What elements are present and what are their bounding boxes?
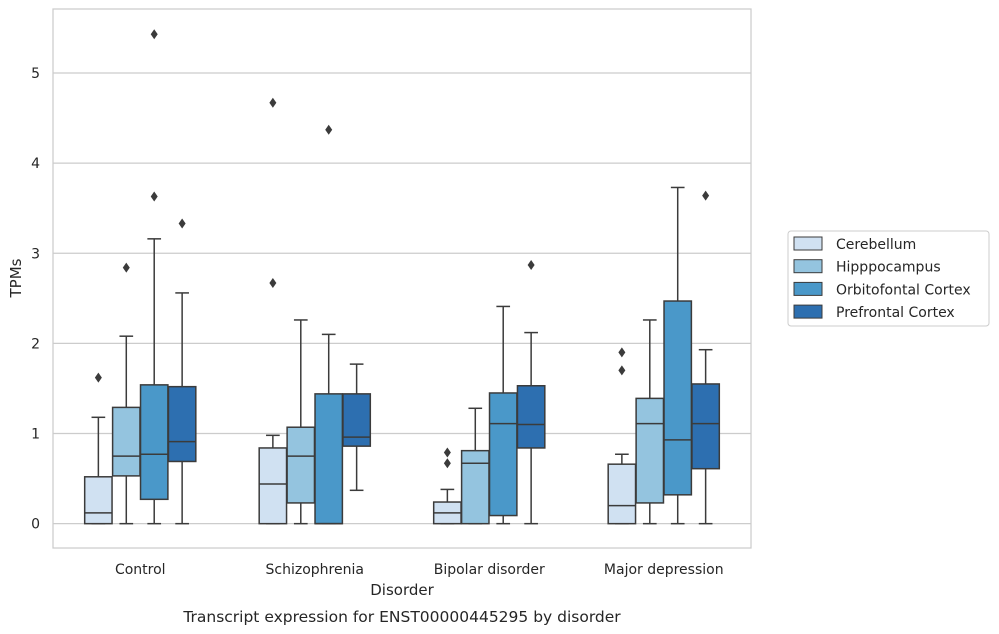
box-4-3 xyxy=(663,186,693,525)
outlier-point-1 xyxy=(269,278,277,289)
box-iqr xyxy=(342,393,372,447)
legend-swatch xyxy=(793,304,823,319)
y-tick-label-0: 0 xyxy=(31,517,40,533)
outlier-point-1 xyxy=(325,124,333,135)
outlier-point-2 xyxy=(618,347,626,358)
box-iqr xyxy=(488,392,518,517)
box-iqr xyxy=(139,384,169,501)
outlier-point-1 xyxy=(122,262,130,273)
box-iqr xyxy=(691,383,721,470)
y-tick-label-1: 1 xyxy=(31,427,40,443)
legend-swatch xyxy=(793,281,823,296)
x-tick-label-4: Major depression xyxy=(604,562,724,578)
box-iqr xyxy=(516,385,546,449)
y-tick-labels: 0 1 2 3 4 5 xyxy=(31,66,40,533)
box-iqr xyxy=(83,476,113,525)
legend-label: Prefrontal Cortex xyxy=(836,305,955,321)
y-tick-label-4: 4 xyxy=(31,156,40,172)
box-2-1 xyxy=(258,97,288,525)
legend-label: Orbitofontal Cortex xyxy=(836,282,971,298)
box-iqr xyxy=(167,385,197,463)
x-axis-label: Disorder xyxy=(370,581,434,599)
y-tick-label-3: 3 xyxy=(31,246,40,262)
y-axis-label: TPMs xyxy=(7,258,25,298)
outlier-point-1 xyxy=(94,372,102,383)
outlier-point-1 xyxy=(443,458,451,469)
legend-swatch xyxy=(793,236,823,251)
box-3-2 xyxy=(460,407,490,525)
plot-area-frame xyxy=(52,8,752,549)
x-tick-label-3: Bipolar disorder xyxy=(434,562,545,578)
legend-label: Hipppocampus xyxy=(836,260,941,276)
box-2-3 xyxy=(314,124,344,525)
legend-entries: Cerebellum Hipppocampus Orbitofontal Corte… xyxy=(793,236,971,321)
legend-entry-1: Cerebellum xyxy=(793,236,916,253)
outlier-point-1 xyxy=(527,259,535,270)
box-1-3 xyxy=(139,29,169,525)
outlier-point-2 xyxy=(269,97,277,108)
x-tick-label-2: Schizophrenia xyxy=(266,562,364,578)
box-1-1 xyxy=(83,372,113,525)
legend-entry-4: Prefrontal Cortex xyxy=(793,304,955,321)
legend-swatch xyxy=(793,259,823,274)
box-iqr xyxy=(460,449,490,525)
outlier-point-2 xyxy=(443,447,451,458)
outlier-point-1 xyxy=(178,218,186,229)
legend: Cerebellum Hipppocampus Orbitofontal Corte… xyxy=(787,230,990,327)
legend-label: Cerebellum xyxy=(836,237,916,253)
box-3-1 xyxy=(432,447,462,525)
legend-entry-3: Orbitofontal Cortex xyxy=(793,281,971,298)
box-iqr xyxy=(635,397,665,504)
box-4-4 xyxy=(691,190,721,525)
outlier-point-1 xyxy=(702,190,710,201)
legend-frame xyxy=(787,230,990,327)
box-3-3 xyxy=(488,305,518,525)
legend-entry-2: Hipppocampus xyxy=(793,259,941,276)
box-iqr xyxy=(314,393,344,525)
outlier-point-1 xyxy=(150,191,158,202)
box-iqr xyxy=(286,426,316,504)
box-iqr xyxy=(111,406,141,477)
box-4-1 xyxy=(607,347,637,525)
outlier-point-2 xyxy=(150,29,158,40)
figure-caption: Transcript expression for ENST0000044529… xyxy=(182,608,621,626)
box-3-4 xyxy=(516,259,546,525)
box-iqr xyxy=(663,300,693,496)
box-series xyxy=(83,29,721,525)
y-tick-label-5: 5 xyxy=(31,66,40,82)
outlier-point-1 xyxy=(618,365,626,376)
box-1-4 xyxy=(167,218,197,525)
x-tick-labels: Control Schizophrenia Bipolar disorder Majo… xyxy=(115,562,724,578)
box-iqr xyxy=(258,447,288,525)
box-2-4 xyxy=(342,363,372,492)
x-tick-label-1: Control xyxy=(115,562,166,578)
y-tick-label-2: 2 xyxy=(31,336,40,352)
box-iqr xyxy=(607,463,637,525)
